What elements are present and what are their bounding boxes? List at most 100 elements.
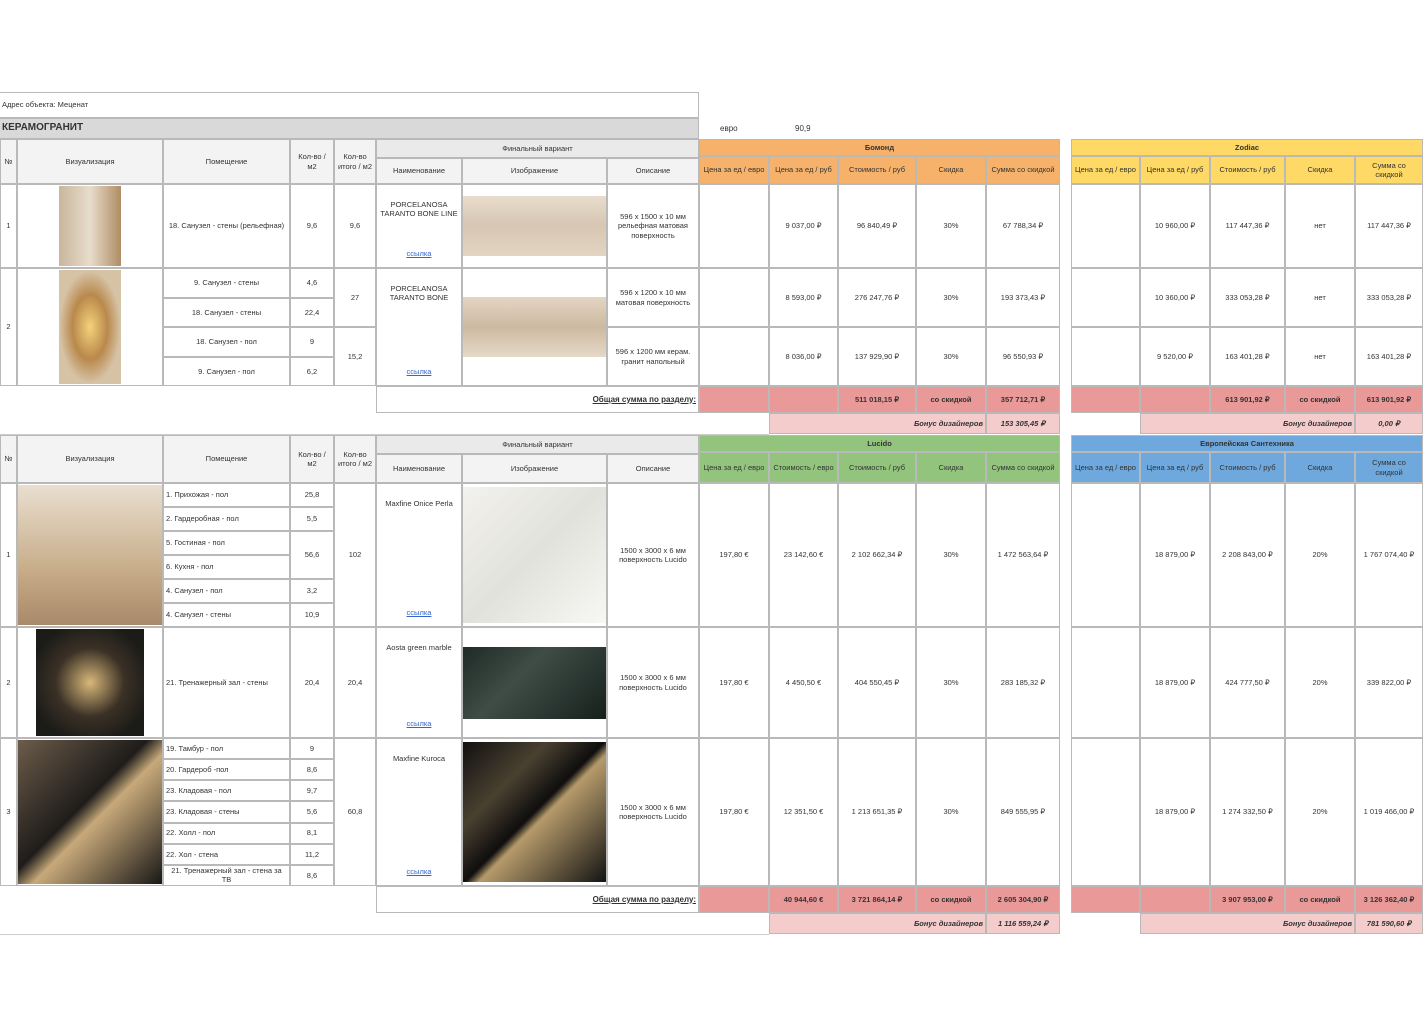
offer-value: 197,80 € — [699, 738, 769, 886]
total-value: 40 944,60 € — [769, 886, 838, 913]
qty-total: 102 — [334, 483, 376, 627]
offer-value — [1071, 627, 1140, 738]
section-title: КЕРАМОГРАНИТ — [0, 118, 699, 139]
header-no: № — [0, 139, 17, 184]
total-value: 3 907 953,00 ₽ — [1210, 886, 1285, 913]
offer-value: 18 879,00 ₽ — [1140, 738, 1210, 886]
room-qty: 9,6 — [290, 184, 334, 268]
supplier-column: Цена за ед / руб — [1140, 156, 1210, 184]
offer-value: 404 550,45 ₽ — [838, 627, 916, 738]
header-vis: Визуализация — [17, 139, 163, 184]
supplier-column: Сумма со скидкой — [1355, 452, 1423, 483]
bonus-label: Бонус дизайнеров — [1140, 413, 1355, 434]
row-no: 1 — [0, 483, 17, 627]
material-cell — [462, 184, 607, 268]
total-value: 2 605 304,90 ₽ — [986, 886, 1060, 913]
room-qty: 9 — [290, 327, 334, 357]
offer-value — [1071, 268, 1140, 327]
qty-total: 60,8 — [334, 738, 376, 886]
supplier-name: Европейская Сантехника — [1071, 435, 1423, 452]
product-name: PORCELANOSA TARANTO BONE LINE — [380, 200, 458, 219]
supplier-column: Цена за ед / евро — [699, 156, 769, 184]
offer-value: 1 767 074,40 ₽ — [1355, 483, 1423, 627]
description: 596 х 1200 мм керам. гранит напольный — [607, 327, 699, 386]
offer-value: 276 247,76 ₽ — [838, 268, 916, 327]
offer-value: 849 555,95 ₽ — [986, 738, 1060, 886]
total-label: Общая сумма по разделу: — [376, 886, 699, 913]
material-cell — [462, 268, 607, 386]
header-qty-total: Кол-во итого / м2 — [334, 139, 376, 184]
row-no: 2 — [0, 627, 17, 738]
offer-value: нет — [1285, 327, 1355, 386]
total-value — [1071, 386, 1140, 413]
total-value: 511 018,15 ₽ — [838, 386, 916, 413]
supplier-column: Стоимость / руб — [1210, 156, 1285, 184]
offer-value: нет — [1285, 268, 1355, 327]
total-value — [1071, 886, 1140, 913]
bonus-label: Бонус дизайнеров — [769, 413, 986, 434]
offer-value: 197,80 € — [699, 627, 769, 738]
offer-value — [699, 184, 769, 268]
offer-value: 20% — [1285, 483, 1355, 627]
total-value: 3 721 864,14 ₽ — [838, 886, 916, 913]
offer-value — [1071, 738, 1140, 886]
offer-value: 283 185,32 ₽ — [986, 627, 1060, 738]
product-link[interactable]: ссылка — [406, 248, 432, 258]
qty-total: 27 — [334, 268, 376, 327]
room-name: 6. Кухня - пол — [163, 555, 290, 579]
offer-value: 117 447,36 ₽ — [1210, 184, 1285, 268]
room-name: 4. Санузел - пол — [163, 579, 290, 603]
product-link[interactable]: ссылка — [406, 718, 432, 728]
description: 1500 х 3000 х 6 мм поверхность Lucido — [607, 738, 699, 886]
total-value: со скидкой — [916, 386, 986, 413]
supplier-column: Сумма со скидкой — [986, 452, 1060, 483]
product-name: Maxfine Onice Perla — [385, 499, 453, 508]
visualization-image — [59, 186, 121, 266]
visualization — [17, 184, 163, 268]
product-link[interactable]: ссылка — [406, 366, 432, 376]
product-link[interactable]: ссылка — [406, 866, 432, 876]
supplier-column: Цена за ед / руб — [769, 156, 838, 184]
row-no: 2 — [0, 268, 17, 386]
total-value: со скидкой — [916, 886, 986, 913]
header-vis: Визуализация — [17, 435, 163, 483]
row-no: 3 — [0, 738, 17, 886]
material-image — [463, 297, 606, 357]
header-final: Финальный вариант — [376, 435, 699, 454]
description: 596 х 1200 х 10 мм матовая поверхность — [607, 268, 699, 327]
total-value: со скидкой — [1285, 886, 1355, 913]
visualization — [17, 738, 163, 886]
rate-value: 90,9 — [795, 124, 811, 133]
material-image — [463, 742, 606, 882]
bonus-value: 0,00 ₽ — [1355, 413, 1423, 434]
room-qty: 6,2 — [290, 356, 334, 386]
room-qty: 3,2 — [290, 579, 334, 603]
offer-value: 67 788,34 ₽ — [986, 184, 1060, 268]
material-cell — [462, 483, 607, 627]
total-value — [1140, 886, 1210, 913]
supplier-column: Скидка — [916, 156, 986, 184]
room-name: 19. Тамбур - пол — [163, 738, 290, 760]
product-link[interactable]: ссылка — [406, 607, 432, 617]
header-qty-total: Кол-во итого / м2 — [334, 435, 376, 483]
offer-value: 9 520,00 ₽ — [1140, 327, 1210, 386]
total-value: 613 901,92 ₽ — [1210, 386, 1285, 413]
product-cell: PORCELANOSA TARANTO BONE LINE ссылка — [376, 184, 462, 268]
supplier-column: Стоимость / руб — [1210, 452, 1285, 483]
bonus-value: 1 116 559,24 ₽ — [986, 913, 1060, 934]
offer-value: 137 929,90 ₽ — [838, 327, 916, 386]
offer-value: 8 593,00 ₽ — [769, 268, 838, 327]
offer-value: 23 142,60 € — [769, 483, 838, 627]
bonus-value: 153 305,45 ₽ — [986, 413, 1060, 434]
offer-value — [1071, 483, 1140, 627]
supplier-column: Цена за ед / евро — [699, 452, 769, 483]
offer-value: 333 053,28 ₽ — [1355, 268, 1423, 327]
total-label: Общая сумма по разделу: — [376, 386, 699, 413]
header-image: Изображение — [462, 158, 607, 184]
total-value — [769, 386, 838, 413]
offer-value: 30% — [916, 327, 986, 386]
address: Адрес объекта: Меценат — [0, 92, 699, 118]
offer-value: 96 550,93 ₽ — [986, 327, 1060, 386]
room-qty: 8,6 — [290, 864, 334, 886]
